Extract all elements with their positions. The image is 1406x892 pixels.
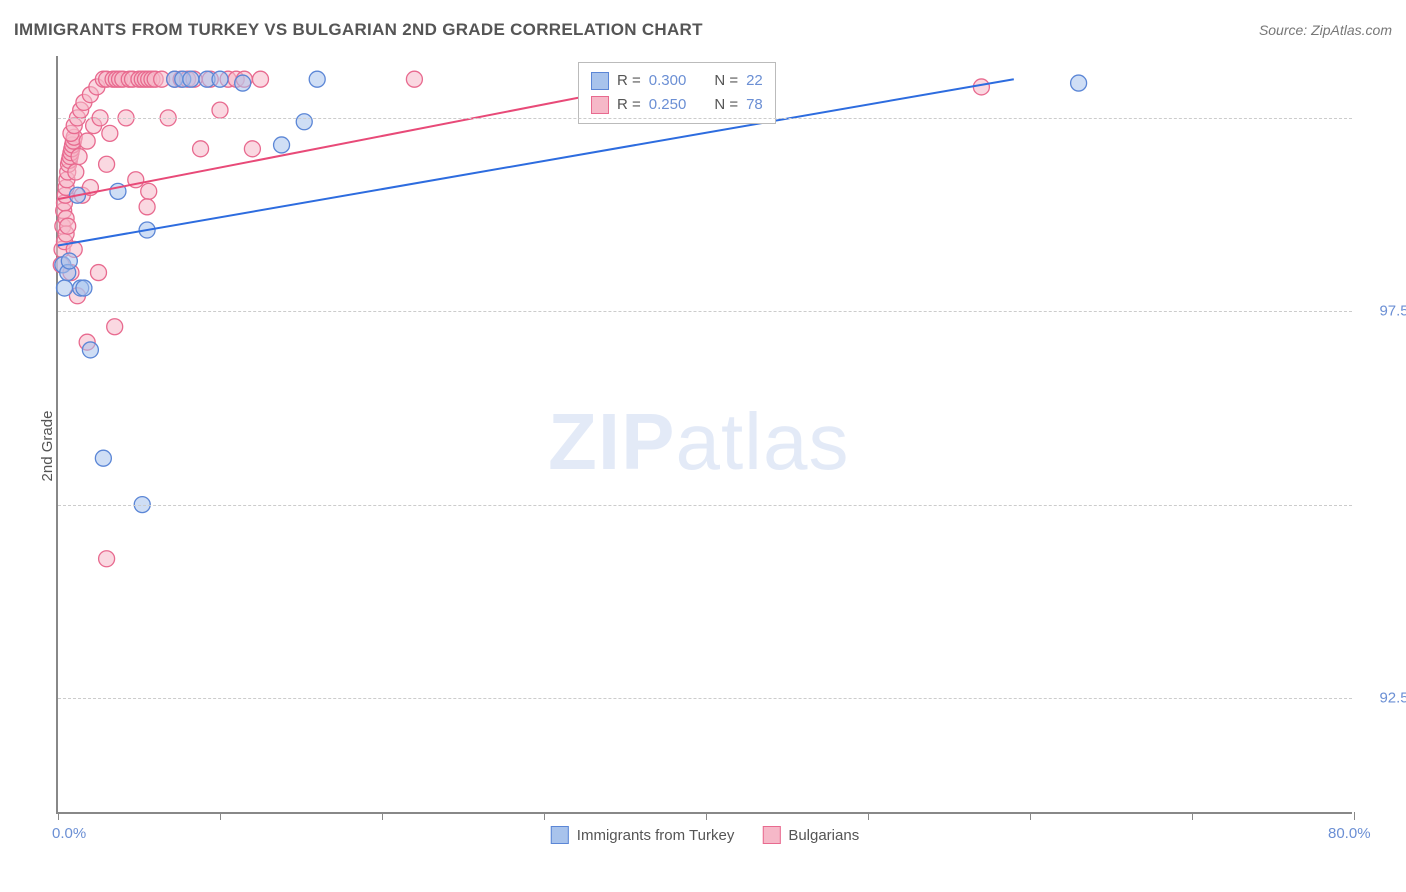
legend-item-turkey: Immigrants from Turkey <box>551 826 735 844</box>
scatter-point <box>212 102 228 118</box>
y-tick-label: 92.5% <box>1362 689 1406 706</box>
scatter-point <box>244 141 260 157</box>
legend-row-bulgarians: R = 0.250 N = 78 <box>591 93 763 117</box>
scatter-point <box>235 75 251 91</box>
x-tick <box>544 812 545 820</box>
x-tick <box>382 812 383 820</box>
scatter-point <box>1071 75 1087 91</box>
chart-title: IMMIGRANTS FROM TURKEY VS BULGARIAN 2ND … <box>14 20 703 40</box>
gridline <box>58 505 1352 506</box>
gridline <box>58 698 1352 699</box>
source-label: Source: ZipAtlas.com <box>1259 22 1392 38</box>
gridline <box>58 311 1352 312</box>
scatter-point <box>296 114 312 130</box>
scatter-point <box>107 319 123 335</box>
scatter-point <box>68 164 84 180</box>
scatter-point <box>82 342 98 358</box>
x-tick-label: 80.0% <box>1328 825 1371 842</box>
scatter-point <box>102 125 118 141</box>
scatter-point <box>61 253 77 269</box>
scatter-point <box>99 551 115 567</box>
scatter-point <box>91 265 107 281</box>
x-tick <box>1030 812 1031 820</box>
scatter-point <box>309 71 325 87</box>
scatter-plot-svg <box>58 56 1354 814</box>
scatter-point <box>253 71 269 87</box>
y-tick-label: 97.5% <box>1362 303 1406 320</box>
scatter-point <box>973 79 989 95</box>
x-tick <box>1354 812 1355 820</box>
x-tick <box>706 812 707 820</box>
scatter-point <box>95 450 111 466</box>
header-bar: IMMIGRANTS FROM TURKEY VS BULGARIAN 2ND … <box>14 20 1392 40</box>
scatter-point <box>183 71 199 87</box>
correlation-legend: R = 0.300 N = 22 R = 0.250 N = 78 <box>578 62 776 124</box>
y-axis-label: 2nd Grade <box>39 411 56 482</box>
series-legend: Immigrants from Turkey Bulgarians <box>551 826 859 844</box>
scatter-point <box>99 156 115 172</box>
legend-swatch-bulgarians <box>762 826 780 844</box>
scatter-point <box>141 183 157 199</box>
x-tick <box>1192 812 1193 820</box>
legend-swatch-bulgarians <box>591 96 609 114</box>
legend-row-turkey: R = 0.300 N = 22 <box>591 69 763 93</box>
scatter-point <box>193 141 209 157</box>
scatter-point <box>71 149 87 165</box>
legend-swatch-turkey <box>591 72 609 90</box>
x-tick <box>868 812 869 820</box>
x-tick-label: 0.0% <box>52 825 86 842</box>
scatter-point <box>139 199 155 215</box>
scatter-point <box>274 137 290 153</box>
scatter-point <box>79 133 95 149</box>
plot-area: ZIPatlas R = 0.300 N = 22 R = 0.250 N = … <box>56 56 1352 814</box>
gridline <box>58 118 1352 119</box>
x-tick <box>220 812 221 820</box>
scatter-point <box>56 280 72 296</box>
scatter-point <box>406 71 422 87</box>
x-tick <box>58 812 59 820</box>
scatter-point <box>76 280 92 296</box>
legend-swatch-turkey <box>551 826 569 844</box>
trend-line <box>58 79 1014 245</box>
scatter-point <box>60 218 76 234</box>
legend-item-bulgarians: Bulgarians <box>762 826 859 844</box>
scatter-point <box>212 71 228 87</box>
